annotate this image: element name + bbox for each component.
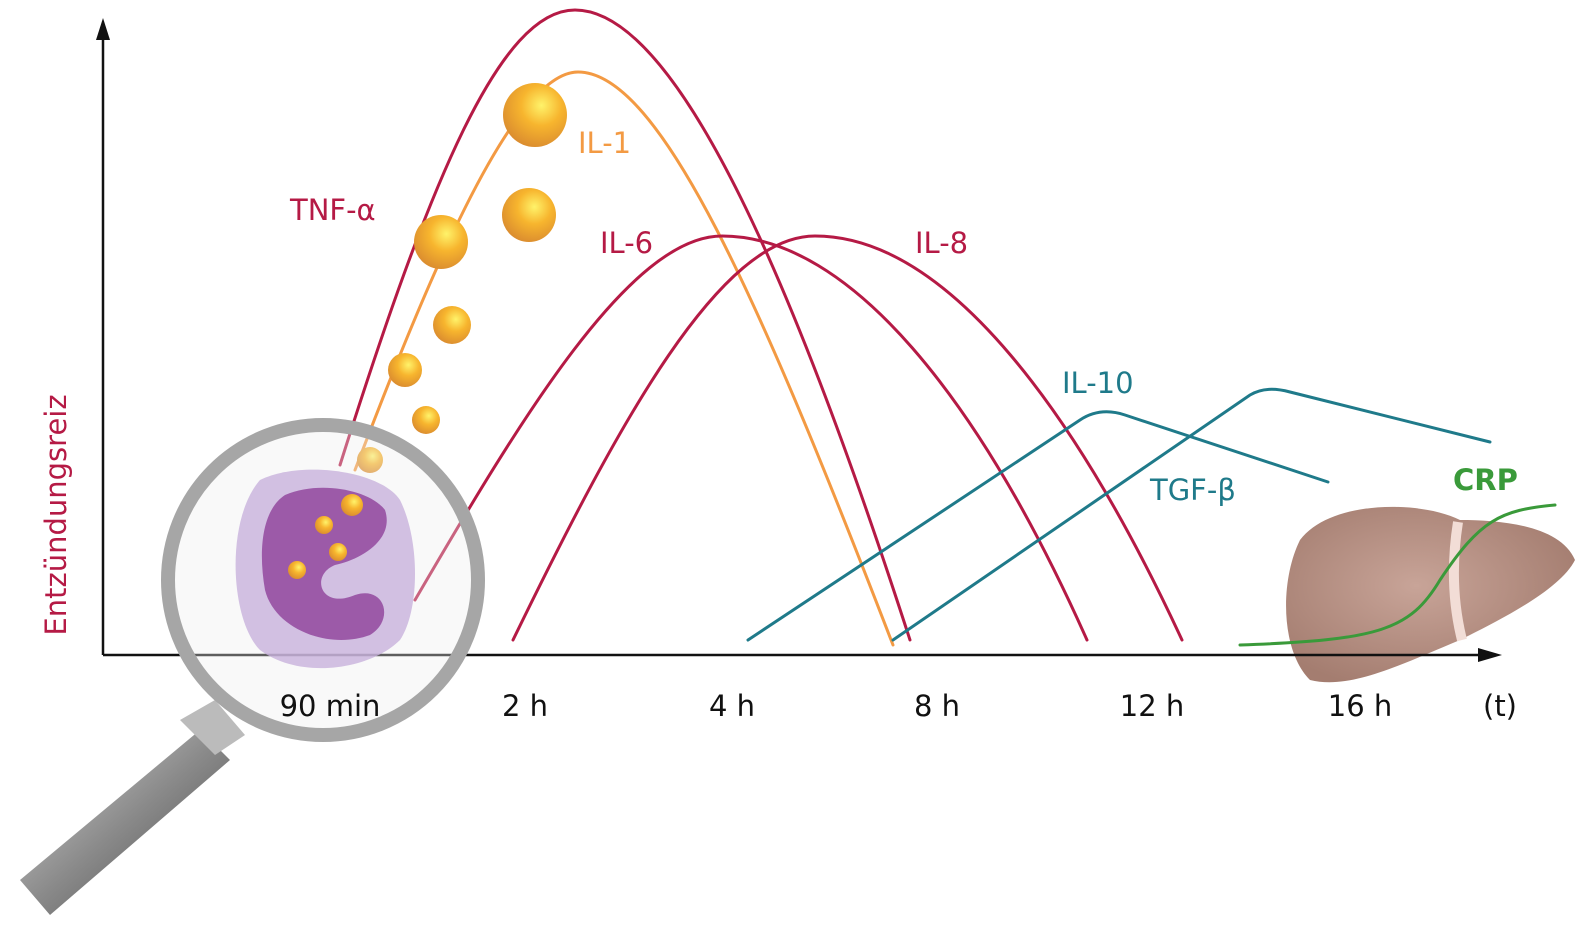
curve-label: CRP bbox=[1453, 463, 1518, 497]
magnifier bbox=[20, 425, 478, 915]
diagram: Entzündungsreiz 90 min 2 h 4 h 8 h 12 h … bbox=[0, 0, 1581, 937]
curve-label: IL-8 bbox=[915, 226, 968, 260]
x-tick-label: 12 h bbox=[1120, 689, 1185, 723]
il10-curve bbox=[748, 412, 1328, 640]
x-tick-label: 2 h bbox=[502, 689, 548, 723]
x-tick-label: 4 h bbox=[709, 689, 755, 723]
x-tick-label: (t) bbox=[1483, 689, 1517, 723]
y-arrow bbox=[96, 18, 110, 40]
x-arrow bbox=[1478, 648, 1502, 662]
il8-curve bbox=[513, 236, 1182, 640]
cytokine-spheres bbox=[357, 83, 567, 473]
curve-label: IL-6 bbox=[600, 226, 653, 260]
curve-label: IL-10 bbox=[1062, 366, 1134, 400]
x-tick-label: 8 h bbox=[914, 689, 960, 723]
x-tick-label: 16 h bbox=[1328, 689, 1393, 723]
curve-label: TNF-α bbox=[289, 193, 376, 227]
curve-label: IL-1 bbox=[578, 126, 631, 160]
x-tick-label: 90 min bbox=[280, 689, 381, 723]
curve-label: TGF-β bbox=[1149, 473, 1236, 507]
y-axis-label: Entzündungsreiz bbox=[39, 394, 73, 635]
